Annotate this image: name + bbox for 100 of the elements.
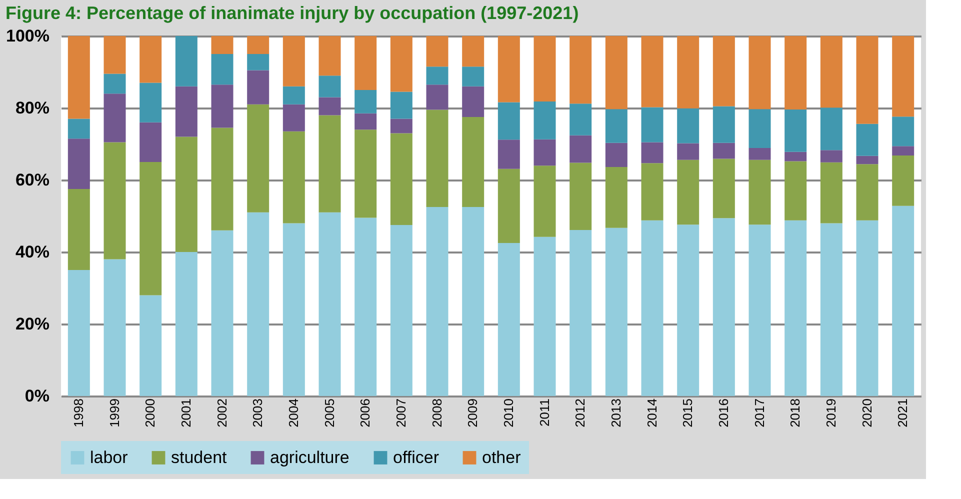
x-tick-label: 1998	[70, 398, 86, 428]
bar	[820, 223, 842, 396]
bar	[462, 66, 484, 86]
bar	[605, 109, 628, 143]
bar	[677, 224, 700, 396]
bar	[498, 102, 520, 140]
bar	[570, 36, 592, 104]
legend-label: agriculture	[270, 448, 350, 467]
bar	[175, 36, 198, 86]
bar	[318, 97, 341, 116]
bar	[712, 158, 735, 218]
x-tick-label: 2018	[788, 398, 803, 428]
bar	[68, 270, 90, 396]
bar	[354, 130, 377, 218]
bar	[605, 36, 628, 110]
x-tick-label: 2007	[393, 398, 408, 428]
bar	[354, 113, 377, 130]
bar	[748, 224, 771, 396]
bar	[856, 164, 878, 220]
bar	[462, 207, 484, 396]
bar	[211, 128, 234, 230]
bar	[784, 161, 807, 220]
bar	[820, 36, 842, 108]
bar	[68, 36, 90, 119]
bar	[534, 102, 556, 140]
bar	[712, 36, 735, 106]
legend-label: labor	[90, 448, 128, 467]
bar	[498, 243, 520, 396]
bar	[748, 160, 771, 225]
x-tick-label: 1999	[106, 398, 122, 428]
y-tick-label: 80%	[15, 98, 50, 118]
bar	[68, 138, 90, 189]
bar	[570, 104, 592, 136]
bar	[534, 236, 556, 396]
bar	[892, 156, 914, 206]
bar	[318, 76, 341, 98]
bar	[784, 109, 807, 152]
bar	[462, 36, 484, 67]
bar	[605, 167, 628, 228]
bar	[104, 142, 126, 260]
bar	[641, 107, 664, 142]
x-tick-label: 2015	[680, 398, 696, 428]
bar	[498, 140, 520, 169]
bar	[570, 162, 592, 230]
chart-title: Figure 4: Percentage of inanimate injury by occupation (1997-2021)	[6, 3, 579, 23]
bar	[534, 36, 556, 102]
bar	[318, 115, 341, 212]
bar	[175, 136, 198, 252]
bar	[104, 259, 126, 396]
bar	[820, 150, 842, 162]
bar	[784, 36, 807, 110]
bar	[892, 146, 914, 156]
x-tick-label: 2000	[142, 398, 158, 428]
bar	[712, 142, 735, 159]
x-tick-label: 2013	[608, 398, 624, 428]
bar	[211, 54, 234, 85]
bar	[282, 131, 305, 224]
x-tick-label: 2014	[644, 398, 660, 428]
x-tick-label: 2008	[429, 398, 444, 428]
bar	[820, 108, 842, 150]
y-tick-label: 40%	[15, 242, 50, 262]
bar	[462, 86, 484, 117]
bar	[534, 139, 556, 166]
bar	[211, 36, 234, 54]
bar	[140, 122, 162, 162]
x-tick-label: 2012	[572, 398, 588, 428]
bar	[247, 70, 270, 104]
x-tick-label: 2003	[250, 398, 266, 428]
bar	[390, 92, 412, 119]
bar	[140, 162, 162, 296]
bar	[462, 117, 484, 207]
x-tick-label: 2011	[536, 398, 552, 426]
bar	[140, 295, 162, 396]
bar	[318, 36, 341, 76]
bar	[104, 94, 126, 142]
bar	[175, 252, 198, 396]
bar	[68, 189, 90, 270]
legend-label: other	[482, 448, 522, 467]
bar	[282, 86, 305, 104]
x-tick-label: 2009	[465, 398, 480, 428]
bar	[677, 108, 700, 144]
bar	[318, 212, 341, 396]
bar	[856, 156, 878, 164]
bar	[641, 220, 664, 396]
bar	[570, 230, 592, 396]
bar	[748, 109, 771, 148]
bar	[748, 36, 771, 110]
x-tick-label: 2005	[322, 398, 337, 428]
x-tick-label: 2019	[823, 398, 838, 428]
bar	[247, 212, 270, 396]
bar	[856, 124, 878, 156]
bar	[856, 220, 878, 396]
bar	[892, 36, 914, 117]
y-tick-label: 60%	[15, 170, 50, 190]
bar	[175, 86, 198, 137]
bar	[247, 104, 270, 212]
bar	[856, 36, 878, 124]
bar	[354, 218, 377, 396]
bar	[534, 166, 556, 237]
x-tick-label: 2002	[214, 398, 230, 428]
